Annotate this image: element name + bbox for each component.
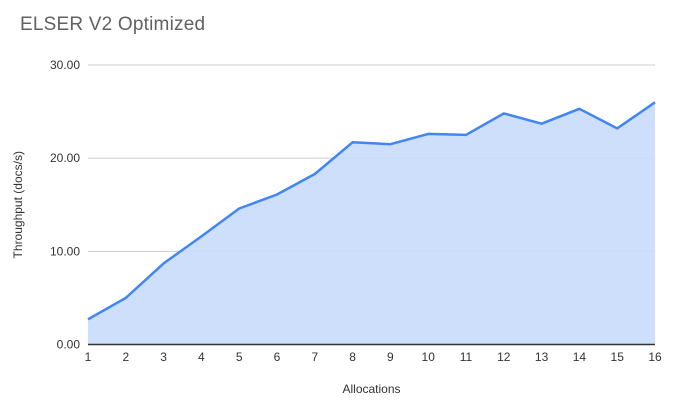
x-tick-label: 11 — [460, 350, 473, 364]
y-tick-label: 10.00 — [50, 244, 80, 258]
x-tick-label: 6 — [274, 350, 281, 364]
x-tick-label: 10 — [422, 350, 436, 364]
x-tick-label: 15 — [611, 350, 625, 364]
x-tick-label: 14 — [573, 350, 587, 364]
x-axis-title: Allocations — [342, 382, 400, 396]
area-fill — [88, 102, 655, 345]
y-tick-label: 0.00 — [57, 338, 81, 352]
x-tick-label: 16 — [648, 350, 662, 364]
chart-title: ELSER V2 Optimized — [20, 14, 206, 35]
x-tick-label: 8 — [349, 350, 356, 364]
y-tick-label: 30.00 — [50, 58, 80, 72]
x-tick-label: 4 — [198, 350, 205, 364]
x-tick-label: 2 — [122, 350, 129, 364]
x-tick-label: 9 — [387, 350, 394, 364]
x-tick-label: 1 — [85, 350, 92, 364]
series-line — [87, 101, 656, 321]
y-tick-label: 20.00 — [50, 151, 80, 165]
x-tick-label: 7 — [311, 350, 318, 364]
x-tick-label: 12 — [497, 350, 511, 364]
x-tick-label: 3 — [160, 350, 167, 364]
y-axis-title: Throughput (docs/s) — [11, 151, 25, 258]
x-tick-label: 13 — [535, 350, 549, 364]
x-tick-label: 5 — [236, 350, 243, 364]
